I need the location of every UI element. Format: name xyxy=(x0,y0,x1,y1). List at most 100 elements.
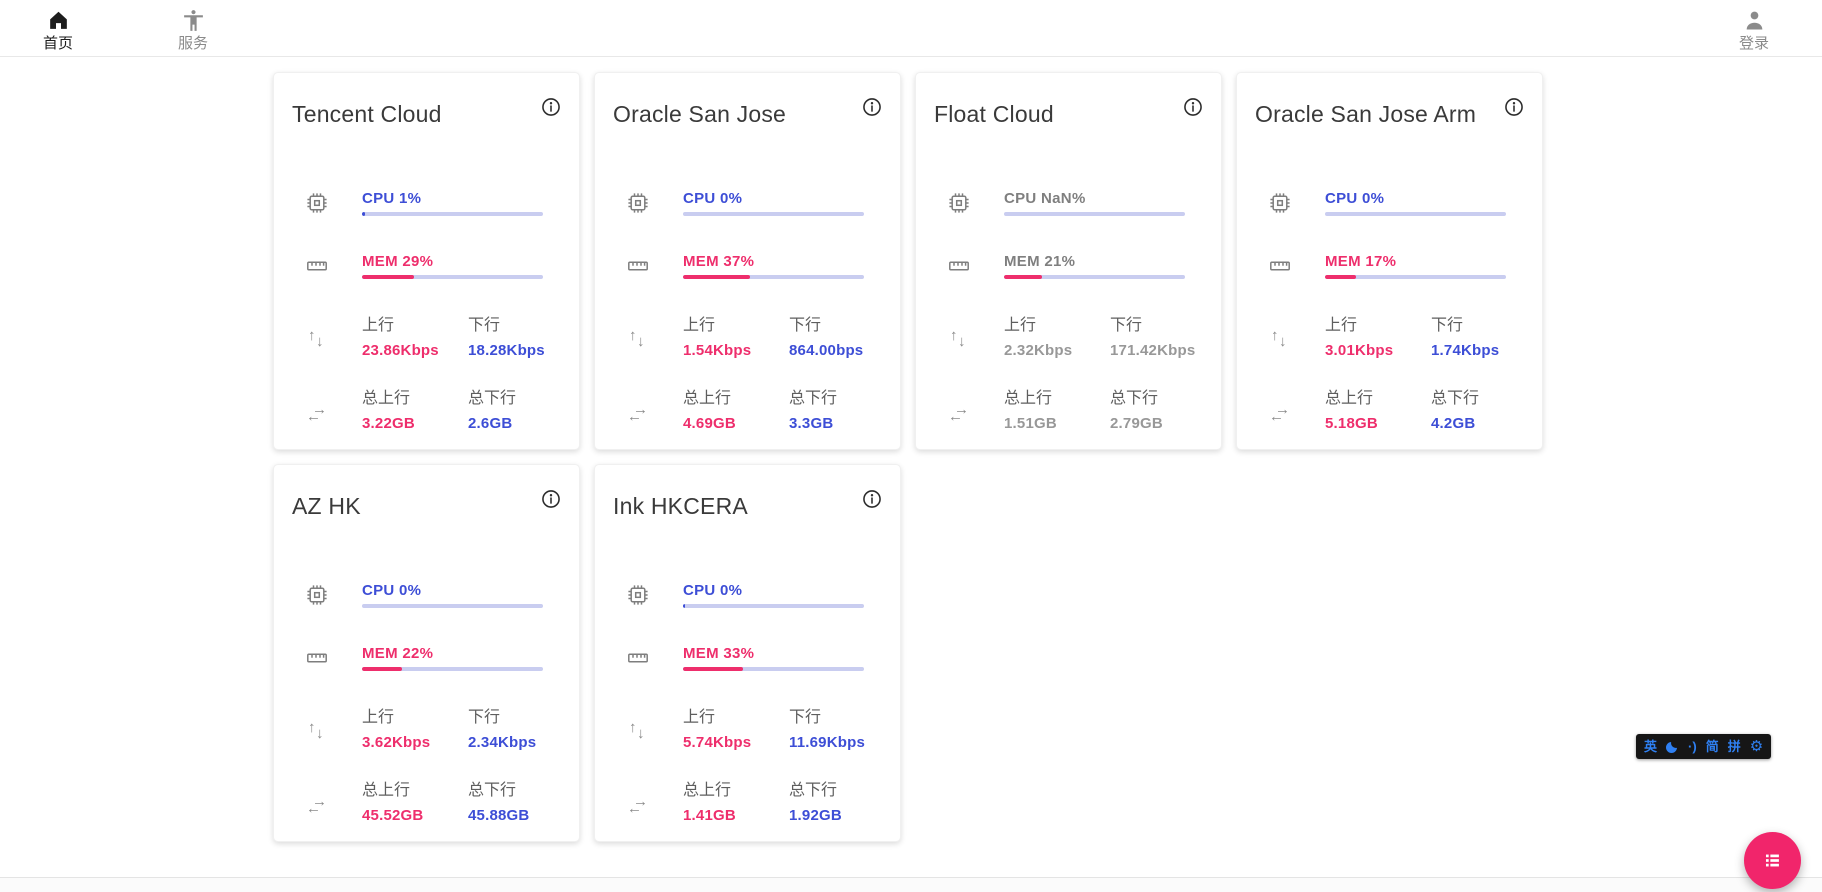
upload-label: 上行 xyxy=(362,317,395,334)
total-download-value: 1.92GB xyxy=(789,807,842,824)
ruler-icon xyxy=(626,646,650,670)
mem-usage-label: MEM 29% xyxy=(362,253,434,270)
total-download-value: 2.6GB xyxy=(468,415,513,432)
ime-toolbar[interactable]: 英 ·) 简 拼 ⚙ xyxy=(1636,734,1772,759)
cpu-usage-label: CPU 0% xyxy=(683,582,743,599)
server-stats: CPU 0% MEM 22% ↑ ↓ 上行 3.62Kbps xyxy=(274,581,579,825)
download-value: 2.34Kbps xyxy=(468,734,537,751)
download-value: 18.28Kbps xyxy=(468,342,545,359)
cpu-progress-bar xyxy=(1004,212,1185,216)
download-label: 下行 xyxy=(468,317,501,334)
swap-horizontal-icon: → ← xyxy=(627,400,648,425)
mem-progress-bar xyxy=(1004,275,1185,279)
page-footer xyxy=(0,877,1822,892)
nav-item-login[interactable]: 登录 xyxy=(1722,7,1786,51)
upload-value: 23.86Kbps xyxy=(362,342,439,359)
net-total-row: → ← 总上行 1.41GB 总下行 1.92GB xyxy=(626,780,864,825)
ime-pinyin[interactable]: 拼 xyxy=(1727,739,1741,754)
cpu-chip-icon xyxy=(305,583,329,607)
up-down-arrows-icon: ↑ ↓ xyxy=(629,326,645,350)
mem-row: MEM 17% xyxy=(1268,252,1506,279)
download-label: 下行 xyxy=(789,317,822,334)
cpu-progress-bar xyxy=(362,604,543,608)
download-label: 下行 xyxy=(468,709,501,726)
download-value: 1.74Kbps xyxy=(1431,342,1500,359)
nav-login-label: 登录 xyxy=(1738,35,1769,52)
mem-usage-label: MEM 33% xyxy=(683,645,755,662)
upload-value: 1.54Kbps xyxy=(683,342,752,359)
swap-horizontal-icon: → ← xyxy=(306,400,327,425)
cpu-row: CPU 1% xyxy=(305,189,543,216)
mem-progress-bar xyxy=(683,667,864,671)
cpu-usage-label: CPU 0% xyxy=(362,582,422,599)
download-label: 下行 xyxy=(789,709,822,726)
total-upload-label: 总上行 xyxy=(683,782,732,799)
net-speed-row: ↑ ↓ 上行 3.01Kbps 下行 1.74Kbps xyxy=(1268,315,1506,360)
total-upload-value: 1.51GB xyxy=(1004,415,1057,432)
cpu-progress-bar xyxy=(683,212,864,216)
person-icon xyxy=(1742,7,1767,33)
server-list-fab[interactable] xyxy=(1744,832,1801,889)
nav-services-label: 服务 xyxy=(177,35,208,52)
server-stats: CPU 1% MEM 29% ↑ ↓ 上行 23.86Kbps xyxy=(274,189,579,433)
total-download-value: 45.88GB xyxy=(468,807,530,824)
server-name: Float Cloud xyxy=(934,101,1054,127)
info-icon[interactable] xyxy=(539,95,563,119)
total-upload-label: 总上行 xyxy=(362,390,411,407)
total-download-label: 总下行 xyxy=(789,390,838,407)
server-name: AZ HK xyxy=(292,493,361,519)
mem-usage-label: MEM 17% xyxy=(1325,253,1397,270)
info-icon[interactable] xyxy=(1502,95,1526,119)
download-value: 171.42Kbps xyxy=(1110,342,1196,359)
server-stats: CPU 0% MEM 33% ↑ ↓ 上行 5.74Kbps xyxy=(595,581,900,825)
cpu-row: CPU 0% xyxy=(626,189,864,216)
total-download-label: 总下行 xyxy=(468,782,517,799)
net-total-row: → ← 总上行 4.69GB 总下行 3.3GB xyxy=(626,388,864,433)
net-total-row: → ← 总上行 3.22GB 总下行 2.6GB xyxy=(305,388,543,433)
server-stats: CPU 0% MEM 37% ↑ ↓ 上行 1.54Kbps xyxy=(595,189,900,433)
download-value: 11.69Kbps xyxy=(789,734,866,751)
cpu-row: CPU 0% xyxy=(1268,189,1506,216)
net-total-row: → ← 总上行 45.52GB 总下行 45.88GB xyxy=(305,780,543,825)
info-icon[interactable] xyxy=(1181,95,1205,119)
punctuation-icon[interactable]: ·) xyxy=(1688,739,1697,754)
info-icon[interactable] xyxy=(860,487,884,511)
gear-icon[interactable]: ⚙ xyxy=(1749,738,1764,755)
total-download-value: 2.79GB xyxy=(1110,415,1163,432)
total-upload-value: 45.52GB xyxy=(362,807,424,824)
total-download-value: 4.2GB xyxy=(1431,415,1476,432)
server-name: Oracle San Jose xyxy=(613,101,787,127)
ime-simplified[interactable]: 简 xyxy=(1705,739,1719,754)
ruler-icon xyxy=(1268,254,1292,278)
nav-item-services[interactable]: 服务 xyxy=(161,7,225,51)
upload-label: 上行 xyxy=(683,317,716,334)
moon-icon[interactable] xyxy=(1666,737,1682,754)
cpu-usage-label: CPU NaN% xyxy=(1004,190,1086,207)
cpu-usage-label: CPU 0% xyxy=(683,190,743,207)
download-value: 864.00bps xyxy=(789,342,864,359)
mem-progress-bar xyxy=(1325,275,1506,279)
cpu-chip-icon xyxy=(626,583,650,607)
server-stats: CPU 0% MEM 17% ↑ ↓ 上行 3.01Kbps xyxy=(1237,189,1542,433)
ime-lang-en[interactable]: 英 xyxy=(1644,739,1658,754)
up-down-arrows-icon: ↑ ↓ xyxy=(308,326,324,350)
mem-usage-label: MEM 37% xyxy=(683,253,755,270)
cpu-usage-label: CPU 0% xyxy=(1325,190,1385,207)
home-icon xyxy=(46,7,71,33)
download-label: 下行 xyxy=(1431,317,1464,334)
server-card: Tencent Cloud CPU 1% MEM 29% xyxy=(273,72,580,450)
upload-label: 上行 xyxy=(1004,317,1037,334)
total-upload-label: 总上行 xyxy=(683,390,732,407)
swap-horizontal-icon: → ← xyxy=(306,792,327,817)
info-icon[interactable] xyxy=(539,487,563,511)
mem-row: MEM 22% xyxy=(305,644,543,671)
download-label: 下行 xyxy=(1110,317,1143,334)
mem-progress-bar xyxy=(683,275,864,279)
cpu-chip-icon xyxy=(1268,191,1292,215)
net-speed-row: ↑ ↓ 上行 2.32Kbps 下行 171.42Kbps xyxy=(947,315,1195,360)
mem-row: MEM 29% xyxy=(305,252,543,279)
info-icon[interactable] xyxy=(860,95,884,119)
server-card: Oracle San Jose CPU 0% MEM 37% xyxy=(594,72,901,450)
nav-item-home[interactable]: 首页 xyxy=(26,7,90,51)
upload-value: 5.74Kbps xyxy=(683,734,752,751)
